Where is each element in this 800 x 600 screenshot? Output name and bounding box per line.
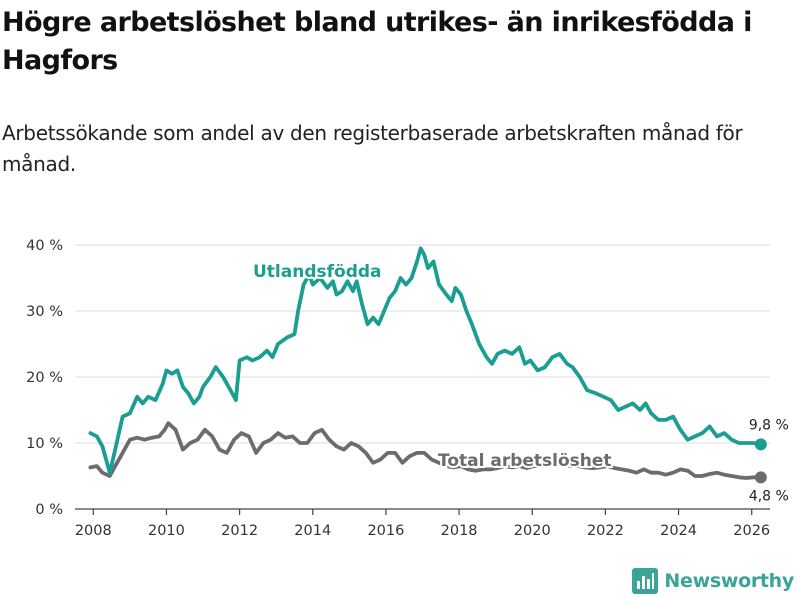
y-tick-label: 20 % [26, 370, 63, 386]
newsworthy-logo-icon [632, 568, 659, 594]
x-tick-label: 2026 [733, 523, 770, 539]
y-tick-label: 40 % [26, 238, 63, 254]
series-lines [88, 246, 767, 484]
y-axis-ticks: 0 % 10 % 20 % 30 % 40 % [26, 238, 63, 518]
end-point-utlandsfodda [754, 438, 767, 451]
x-tick-label: 2012 [221, 523, 258, 539]
line-chart: 0 % 10 % 20 % 30 % 40 % 2008 2010 2012 2014 2016… [26, 238, 789, 539]
series-line-utlandsfodda [88, 246, 763, 475]
series-line-total [88, 421, 763, 480]
end-point-total [754, 471, 767, 484]
x-tick-label: 2020 [514, 523, 551, 539]
series-labels: Utlandsfödda Total arbetslöshet 9,8 % 4,8 % [251, 260, 789, 504]
series-label-total: Total arbetslöshet [438, 451, 612, 471]
x-tick-label: 2018 [441, 523, 478, 539]
y-tick-label: 10 % [26, 436, 63, 452]
x-tick-label: 2016 [367, 523, 404, 539]
y-tick-label: 30 % [26, 304, 63, 320]
brand: Newsworthy [632, 568, 794, 594]
end-label-total: 4,8 % [749, 488, 789, 504]
brand-name: Newsworthy [664, 570, 794, 592]
x-tick-label: 2008 [75, 523, 112, 539]
x-tick-label: 2014 [294, 523, 331, 539]
x-tick-label: 2024 [660, 523, 697, 539]
end-label-utlandsfodda: 9,8 % [749, 417, 789, 433]
series-label-utlandsfodda: Utlandsfödda [253, 262, 382, 282]
chart-title: Högre arbetslöshet bland utrikes- än inr… [2, 7, 752, 76]
x-axis-ticks: 2008 2010 2012 2014 2016 2018 2020 2022 2024 2026 [75, 509, 770, 539]
x-tick-label: 2022 [587, 523, 624, 539]
chart-subtitle: Arbetssökande som andel av den registerb… [2, 121, 743, 176]
y-tick-label: 0 % [35, 502, 63, 518]
x-tick-label: 2010 [148, 523, 185, 539]
